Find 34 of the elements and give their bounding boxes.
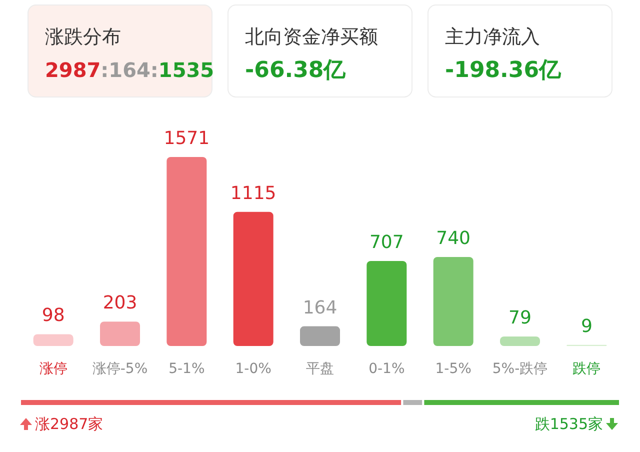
data-label: 203	[102, 292, 138, 314]
bar	[433, 256, 474, 346]
bar	[300, 326, 340, 346]
data-label: 98	[42, 305, 65, 326]
text: -198.36亿	[445, 58, 562, 83]
data-label: 164	[302, 297, 338, 318]
x-tick-label: 1-0%	[235, 361, 272, 377]
data-label: 707	[369, 232, 404, 253]
bar	[33, 334, 74, 346]
bar	[166, 157, 207, 346]
bar	[233, 212, 274, 346]
text: 主力净流入	[445, 26, 540, 48]
x-tick-label: 0-1%	[368, 361, 405, 377]
x-tick-label: 平盘	[306, 361, 334, 377]
x-tick-label: 1-5%	[435, 361, 472, 377]
text: 涨跌分布	[45, 26, 121, 48]
bar	[366, 260, 407, 346]
text: -66.38亿	[245, 58, 347, 83]
data-label: 9	[580, 316, 592, 337]
data-label: 740	[436, 228, 471, 249]
x-tick-label: 5%-跌停	[492, 361, 548, 377]
x-tick-label: 5-1%	[168, 361, 205, 377]
bar	[100, 322, 140, 346]
text: 2987:164:1535	[45, 58, 214, 82]
text: 涨2987家	[35, 415, 104, 433]
x-tick-label: 涨停-5%	[92, 361, 148, 377]
data-label: 79	[508, 307, 532, 328]
data-label: 1571	[164, 128, 210, 149]
data-label: 1115	[230, 182, 276, 204]
text: 跌1535家	[534, 415, 603, 433]
bar	[500, 336, 540, 346]
text: 北向资金净买额	[245, 26, 378, 48]
x-tick-label: 涨停	[39, 361, 68, 377]
x-tick-label: 跌停	[572, 361, 601, 377]
